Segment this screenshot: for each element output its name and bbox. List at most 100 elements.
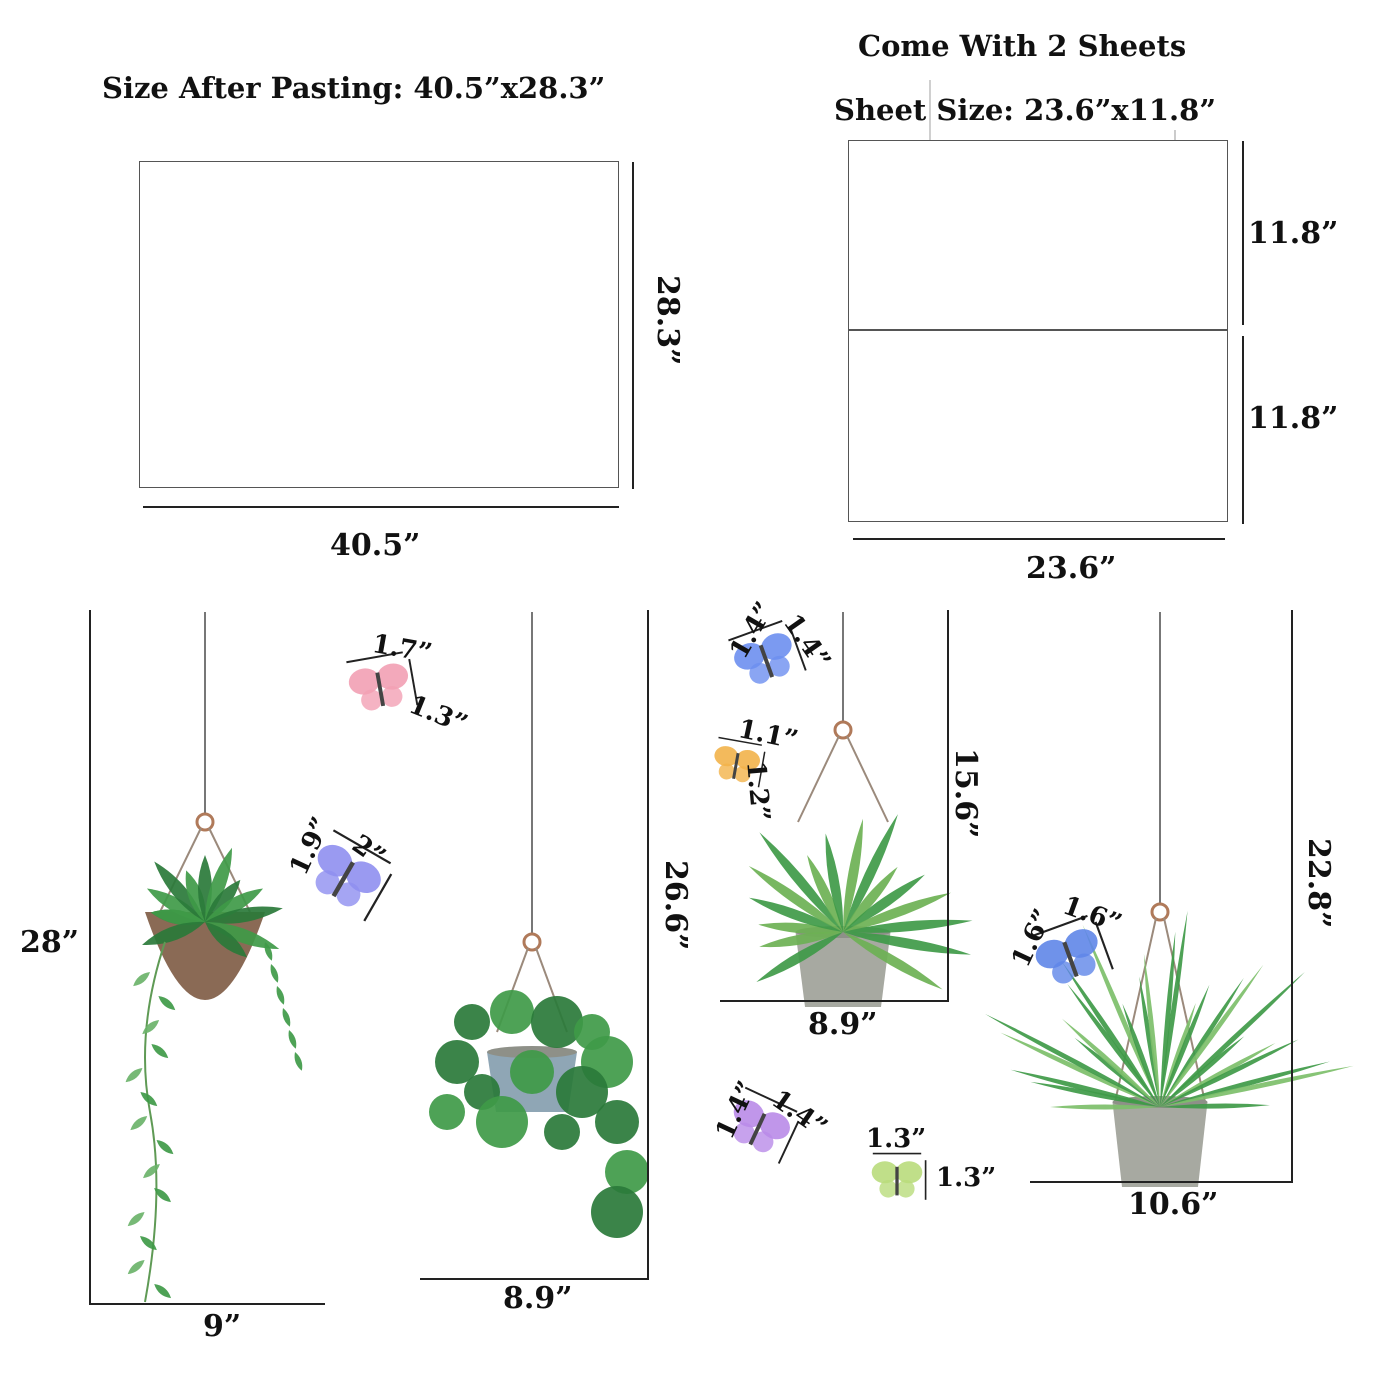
leaf (1122, 1003, 1160, 1107)
leaf (205, 888, 264, 922)
round-leaf (605, 1150, 649, 1194)
wing (376, 663, 409, 690)
leaf (1160, 1065, 1354, 1107)
round-leaf (595, 1100, 639, 1144)
wing (897, 1180, 915, 1198)
sheet-1-height-line (1242, 141, 1244, 325)
sheet-2-height-line (1242, 336, 1244, 524)
dimension-tick (332, 829, 392, 865)
green-butterfly-width-label: 1.3” (866, 1124, 927, 1154)
leaf (1160, 984, 1210, 1107)
sheet-2-height-label: 11.8” (1248, 401, 1339, 436)
butterfly-body (758, 644, 775, 678)
wing (718, 763, 735, 780)
leaf (205, 922, 280, 950)
dimension-tick (744, 1086, 798, 1113)
butterfly-body (895, 1166, 899, 1196)
leaf (142, 921, 205, 946)
leaf (1160, 1043, 1276, 1107)
dimension-tick (757, 751, 766, 788)
leaf (825, 833, 844, 932)
leaf (1061, 961, 1160, 1107)
pothos-width-line (91, 1303, 325, 1305)
leaf (130, 1116, 148, 1131)
wing (879, 1180, 897, 1198)
roundleaf-height-label: 26.6” (658, 860, 693, 951)
wing (381, 686, 403, 707)
leaf (140, 1092, 158, 1107)
leaf (151, 1044, 169, 1059)
spider-width-line (1030, 1181, 1293, 1183)
wing (317, 844, 353, 877)
leaf (140, 1236, 157, 1251)
leaf (759, 832, 843, 932)
leaf (843, 892, 952, 932)
yellow-butterfly (714, 736, 766, 788)
leaf (1050, 1104, 1160, 1110)
yellow-butterfly-height-label: 1.2” (740, 759, 776, 823)
dimension-tick (1094, 921, 1114, 970)
leaf (749, 897, 843, 932)
dimension-tick (788, 626, 807, 671)
blue-butterfly-top (728, 619, 807, 684)
leaf (756, 932, 843, 982)
leaf (843, 866, 898, 932)
vine (144, 941, 166, 1303)
leaf (142, 1020, 160, 1035)
leaf (1000, 1032, 1160, 1107)
dracaena-height-line (947, 610, 949, 1002)
leaf (843, 814, 898, 932)
assembled-width-line (143, 506, 619, 508)
dimension-tick (777, 1120, 800, 1164)
leaf (843, 818, 863, 932)
wing (752, 1131, 774, 1153)
leaf (748, 866, 843, 932)
wing (749, 662, 771, 684)
wing (768, 655, 790, 677)
wing (361, 689, 382, 711)
butterfly-body (331, 861, 355, 898)
round-leaf (510, 1050, 554, 1094)
round-leaf (454, 1004, 490, 1040)
leaf (807, 854, 843, 932)
leaf (1160, 977, 1244, 1107)
assembled-width-label: 40.5” (330, 528, 421, 563)
wing (733, 1122, 755, 1144)
dracaena-width-label: 8.9” (808, 1007, 878, 1042)
wing (734, 766, 751, 783)
leaf (759, 931, 843, 948)
butterfly-body (732, 752, 740, 780)
come-with-sheets-title: Come With 2 Sheets (858, 29, 1187, 63)
wing (761, 633, 792, 660)
leaf (205, 906, 283, 924)
leaf (294, 1052, 303, 1071)
dimension-tick (1029, 914, 1088, 938)
leaf (1010, 1069, 1160, 1107)
leaf (205, 847, 233, 922)
leaf (276, 986, 285, 1005)
sheet-size-title: Sheet Size: 23.6”x11.8” (834, 93, 1217, 127)
hanging-ring (522, 932, 542, 952)
pothos-height-line (89, 610, 91, 1305)
dracaena-plant-illustration (748, 612, 973, 1007)
leaf (146, 888, 205, 922)
leaf (158, 996, 176, 1011)
round-leaf (556, 1066, 608, 1118)
leaf (1139, 976, 1160, 1107)
rope (846, 735, 889, 823)
round-leaf (531, 996, 583, 1048)
blue-butterfly-right (1029, 914, 1114, 984)
leaf (1082, 924, 1160, 1107)
sheet-2-preview (848, 330, 1228, 522)
roundleaf-plant-illustration (429, 612, 649, 1238)
sheet-width-line (853, 538, 1225, 540)
wing (336, 882, 361, 907)
leaf (154, 1284, 172, 1299)
leaf (1160, 931, 1176, 1107)
leaf (1143, 953, 1160, 1107)
wing (871, 1161, 899, 1184)
leaf (156, 1140, 174, 1155)
leaf (282, 1008, 291, 1027)
leaf (154, 861, 205, 922)
pot (145, 912, 265, 1000)
